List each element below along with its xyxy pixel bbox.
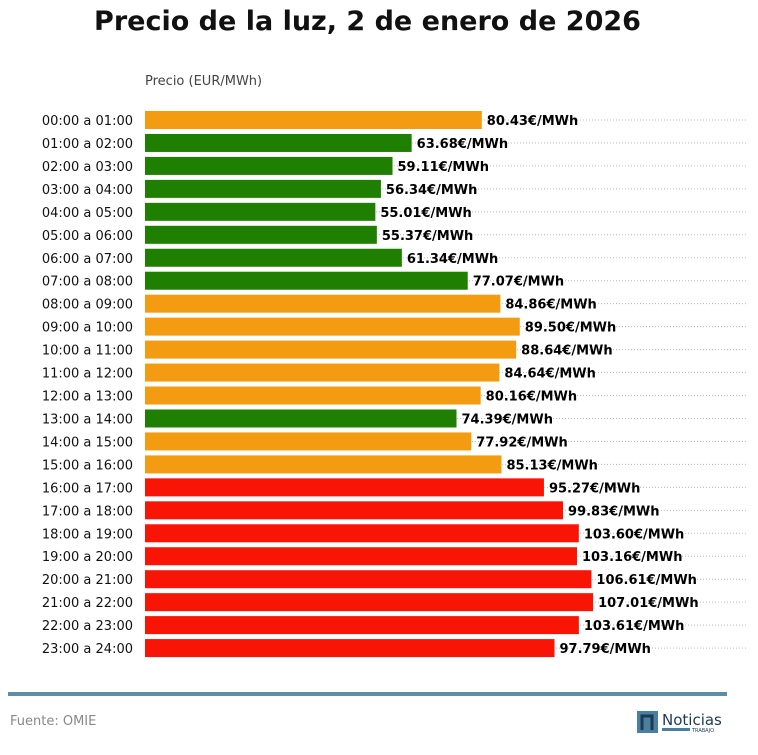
data-label: 61.34€/MWh	[407, 252, 498, 267]
footer-divider	[8, 692, 727, 696]
bar	[145, 455, 502, 474]
y-tick-label: 14:00 a 15:00	[42, 435, 133, 450]
data-label: 80.16€/MWh	[486, 390, 577, 405]
y-tick-label: 16:00 a 17:00	[42, 481, 133, 496]
data-label: 103.61€/MWh	[584, 619, 685, 634]
data-label: 95.27€/MWh	[549, 481, 640, 496]
y-tick-label: 08:00 a 09:00	[42, 298, 133, 313]
data-label: 55.01€/MWh	[380, 206, 471, 221]
data-label: 63.68€/MWh	[417, 137, 508, 152]
data-label: 97.79€/MWh	[559, 642, 650, 657]
bar	[145, 111, 482, 129]
y-tick-label: 17:00 a 18:00	[42, 504, 133, 519]
y-tick-label: 18:00 a 19:00	[42, 527, 133, 542]
data-label: 89.50€/MWh	[525, 321, 616, 336]
y-tick-label: 07:00 a 08:00	[42, 275, 133, 290]
bar	[145, 363, 500, 382]
y-tick-label: 11:00 a 12:00	[42, 367, 133, 382]
bar	[145, 225, 377, 244]
bar	[145, 386, 481, 405]
data-label: 77.07€/MWh	[473, 275, 564, 290]
bar	[145, 432, 472, 451]
data-label: 103.60€/MWh	[584, 527, 685, 542]
svg-text:TRABAJO: TRABAJO	[691, 728, 714, 734]
bar	[145, 524, 579, 543]
y-tick-label: 10:00 a 11:00	[42, 344, 133, 359]
source-text: Fuente: OMIE	[10, 714, 97, 729]
data-label: 84.64€/MWh	[504, 367, 595, 382]
y-tick-label: 23:00 a 24:00	[42, 642, 133, 657]
y-tick-label: 03:00 a 04:00	[42, 183, 133, 198]
y-tick-label: 00:00 a 01:00	[42, 114, 133, 129]
y-tick-label: 06:00 a 07:00	[42, 252, 133, 267]
data-label: 106.61€/MWh	[596, 573, 697, 588]
svg-text:Noticias: Noticias	[662, 711, 722, 729]
x-axis-label: Precio (EUR/MWh)	[145, 74, 263, 89]
bar	[145, 156, 393, 175]
y-tick-label: 09:00 a 10:00	[42, 321, 133, 336]
data-label: 77.92€/MWh	[476, 435, 567, 450]
data-label: 74.39€/MWh	[462, 412, 553, 427]
bar	[145, 340, 517, 359]
y-tick-label: 21:00 a 22:00	[42, 596, 133, 611]
chart-title: Precio de la luz, 2 de enero de 2026	[94, 6, 641, 37]
bar	[145, 593, 594, 612]
y-tick-label: 22:00 a 23:00	[42, 619, 133, 634]
bar	[145, 501, 564, 520]
y-tick-label: 19:00 a 20:00	[42, 550, 133, 565]
bar	[145, 616, 579, 635]
data-label: 103.16€/MWh	[582, 550, 683, 565]
bar	[145, 179, 381, 198]
bar	[145, 317, 520, 336]
data-label: 99.83€/MWh	[568, 504, 659, 519]
y-tick-label: 04:00 a 05:00	[42, 206, 133, 221]
data-label: 107.01€/MWh	[598, 596, 699, 611]
bar-chart: 00:00 a 01:00 80.43€/MWh 01:00 a 02:00 63.6…	[42, 111, 748, 658]
data-label: 55.37€/MWh	[382, 229, 473, 244]
bar	[145, 547, 577, 566]
y-tick-label: 12:00 a 13:00	[42, 390, 133, 405]
y-tick-label: 02:00 a 03:00	[42, 160, 133, 175]
bar	[145, 639, 555, 658]
bar	[145, 248, 402, 267]
bar	[145, 133, 412, 152]
data-label: 88.64€/MWh	[521, 344, 612, 359]
data-label: 59.11€/MWh	[398, 160, 489, 175]
y-tick-label: 13:00 a 14:00	[42, 412, 133, 427]
y-tick-label: 15:00 a 16:00	[42, 458, 133, 473]
bar	[145, 478, 544, 497]
bar	[145, 409, 457, 428]
y-tick-label: 01:00 a 02:00	[42, 137, 133, 152]
data-label: 80.43€/MWh	[487, 114, 578, 129]
bar	[145, 294, 501, 313]
bar	[145, 202, 376, 221]
data-label: 85.13€/MWh	[506, 458, 597, 473]
y-tick-label: 05:00 a 06:00	[42, 229, 133, 244]
noticias-trabajo-logo: Noticias TRABAJO	[637, 711, 722, 734]
data-label: 84.86€/MWh	[505, 298, 596, 313]
bar	[145, 570, 592, 589]
data-label: 56.34€/MWh	[386, 183, 477, 198]
y-tick-label: 20:00 a 21:00	[42, 573, 133, 588]
bar	[145, 271, 468, 290]
